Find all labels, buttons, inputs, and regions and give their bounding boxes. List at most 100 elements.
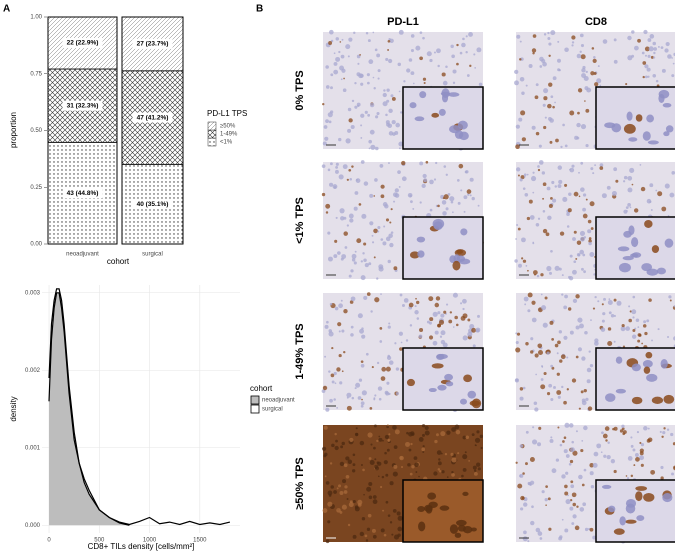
tissue-cell — [596, 78, 602, 84]
tissue-cell — [630, 474, 634, 478]
tissue-cell — [541, 490, 545, 494]
tissue-cell — [408, 448, 412, 452]
tissue-cell — [374, 424, 377, 428]
tissue-cell — [348, 168, 352, 172]
tissue-cell — [520, 110, 526, 116]
tissue-cell — [406, 431, 409, 435]
tissue-cell — [352, 499, 356, 504]
tissue-cell — [327, 490, 333, 496]
tissue-cell — [572, 502, 577, 507]
tissue-cell — [440, 339, 446, 345]
tissue-cell — [371, 241, 375, 244]
tissue-cell — [469, 194, 472, 197]
tissue-cell — [343, 216, 347, 220]
inset-cell — [449, 524, 459, 534]
tissue-cell — [529, 456, 535, 462]
tissue-cell — [385, 473, 389, 477]
tissue-cell — [424, 430, 430, 436]
tissue-cell — [388, 37, 391, 41]
tissue-cell — [542, 228, 548, 234]
tissue-cell — [383, 533, 387, 537]
tissue-cell — [388, 58, 393, 64]
tissue-cell — [469, 64, 472, 68]
tissue-cell — [650, 469, 656, 475]
tissue-cell — [554, 265, 560, 271]
tissue-cell — [473, 53, 476, 56]
tissue-cell — [546, 351, 550, 355]
tissue-cell — [349, 437, 354, 442]
tissue-cell — [333, 61, 338, 66]
tissue-cell — [530, 175, 537, 182]
tissue-cell — [398, 147, 401, 150]
tissue-cell — [334, 432, 337, 436]
tissue-cell — [633, 208, 639, 213]
tissue-cell — [563, 400, 567, 405]
tissue-cell — [339, 381, 343, 385]
inset-cell — [441, 93, 449, 103]
tissue-cell — [566, 225, 570, 228]
tissue-cell — [445, 173, 448, 176]
tissue-cell — [532, 52, 535, 55]
tissue-cell — [325, 539, 330, 544]
tissue-cell — [367, 513, 372, 518]
x-axis-label: CD8+ TILs density [cells/mm²] — [88, 542, 195, 551]
tissue-cell — [623, 209, 628, 214]
tissue-cell — [391, 96, 396, 101]
tissue-cell — [582, 213, 588, 219]
tissue-cell — [452, 81, 456, 85]
column-header: CD8 — [585, 16, 607, 28]
tissue-cell — [545, 504, 547, 506]
tissue-cell — [627, 35, 632, 41]
tissue-cell — [468, 459, 471, 462]
tissue-cell — [418, 436, 424, 442]
tissue-cell — [652, 74, 657, 78]
tissue-cell — [630, 436, 633, 439]
inset-cell — [431, 363, 444, 369]
tissue-cell — [437, 461, 442, 466]
tissue-cell — [388, 360, 394, 365]
tissue-cell — [344, 485, 348, 489]
tissue-cell — [381, 475, 385, 479]
tissue-cell — [451, 473, 455, 477]
tissue-cell — [426, 51, 432, 57]
tissue-cell — [364, 110, 368, 114]
tissue-cell — [623, 180, 626, 183]
tissue-cell — [621, 424, 625, 428]
tissue-cell — [436, 48, 441, 54]
tissue-cell — [537, 168, 541, 172]
tissue-cell — [564, 294, 568, 299]
tissue-cell — [325, 211, 329, 214]
tissue-cell — [377, 230, 380, 233]
inset-cell — [631, 237, 639, 248]
tissue-cell — [565, 498, 571, 505]
tissue-cell — [369, 460, 375, 465]
tissue-cell — [322, 446, 327, 451]
tissue-cell — [398, 141, 404, 147]
tissue-cell — [660, 465, 664, 470]
tissue-cell — [534, 353, 539, 358]
tissue-cell — [574, 135, 579, 140]
tissue-cell — [554, 101, 556, 104]
tissue-cell — [366, 486, 372, 492]
inset-cell — [628, 225, 635, 236]
tissue-cell — [360, 404, 364, 408]
tissue-cell — [324, 355, 327, 358]
tissue-cell — [640, 463, 644, 467]
tissue-cell — [418, 475, 420, 478]
y-tick-label: 0.25 — [30, 185, 42, 191]
tissue-cell — [632, 316, 635, 319]
tissue-cell — [579, 33, 584, 38]
inset-cell — [444, 373, 454, 381]
tissue-cell — [551, 180, 555, 185]
tissue-cell — [523, 530, 527, 535]
tissue-cell — [571, 41, 575, 44]
tissue-cell — [339, 461, 345, 467]
tissue-cell — [627, 187, 633, 193]
tissue-cell — [322, 508, 328, 513]
tissue-cell — [540, 378, 544, 381]
tissue-cell — [363, 493, 365, 496]
tissue-cell — [323, 125, 328, 129]
tissue-cell — [634, 453, 639, 457]
tissue-cell — [572, 298, 578, 304]
tissue-cell — [613, 38, 617, 42]
